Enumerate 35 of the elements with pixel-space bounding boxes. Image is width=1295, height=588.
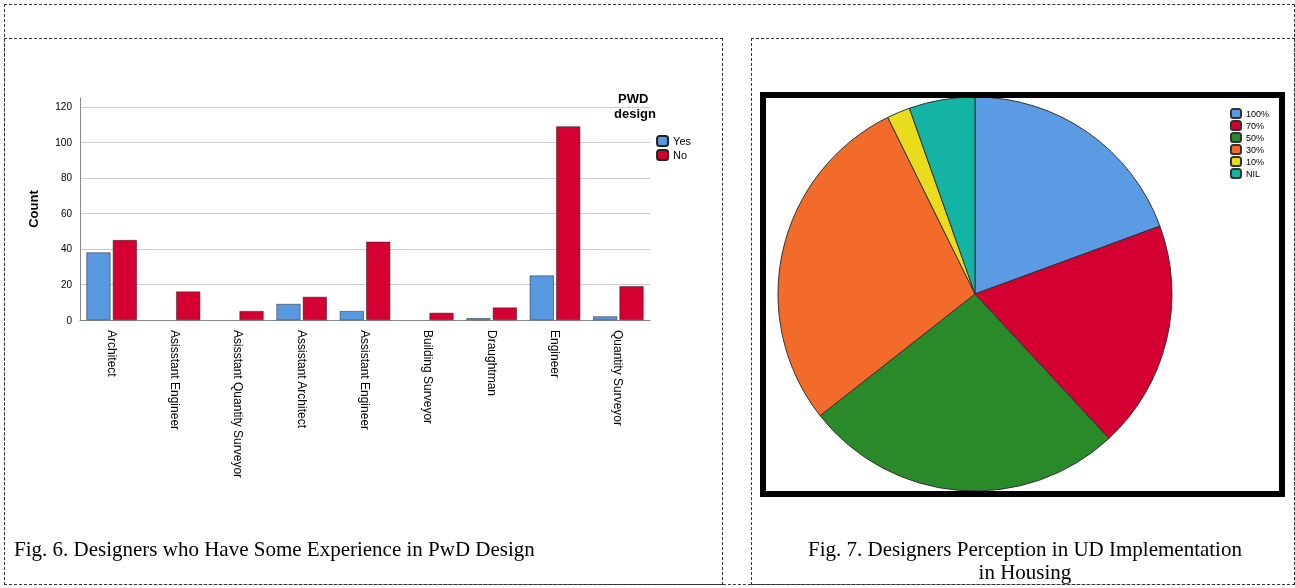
bar — [239, 311, 264, 320]
bar — [366, 241, 391, 320]
bar — [556, 126, 581, 320]
legend-title: PWD design — [614, 91, 656, 121]
x-tick-label: Quantity Surveyor — [611, 330, 626, 427]
legend-label: Yes — [673, 135, 692, 147]
y-tick-label: 60 — [60, 207, 73, 219]
legend-label: 100% — [1245, 108, 1270, 119]
legend-label: 50% — [1245, 132, 1264, 143]
y-tick-label: 100 — [55, 136, 73, 148]
bar — [176, 291, 201, 320]
bar — [529, 275, 554, 320]
legend-label: No — [673, 149, 688, 161]
bar — [429, 312, 454, 320]
x-tick-label: Architect — [104, 330, 119, 378]
legend-label: 30% — [1245, 144, 1264, 155]
y-tick-label: 0 — [66, 314, 73, 326]
x-tick-label: Building Surveyor — [421, 330, 436, 425]
y-tick-label: 120 — [55, 101, 73, 113]
y-tick-label: 40 — [60, 243, 73, 255]
x-tick-label: Assistant Engineer — [358, 330, 372, 431]
legend-label: NIL — [1245, 168, 1260, 179]
legend-label: 70% — [1245, 120, 1264, 131]
x-tick-label: Asisstant Quantity Surveyor — [231, 330, 246, 479]
x-tick-label: Asisstant Engineer — [168, 330, 182, 431]
x-tick-label: Assistant Architect — [294, 330, 309, 429]
x-tick-label: Engineer — [548, 330, 562, 379]
y-tick-label: 80 — [60, 172, 73, 184]
x-tick-label: Draughtman — [484, 330, 499, 397]
legend-label: 10% — [1245, 156, 1264, 167]
y-tick-label: 20 — [60, 278, 73, 290]
bar — [339, 311, 364, 320]
caption: Fig. 7. Designers Perception in UD Implementation in Housing — [807, 537, 1243, 584]
caption: Fig. 6. Designers who Have Some Experience in PwD Design — [14, 537, 536, 561]
y-axis-title: Count — [26, 189, 41, 228]
